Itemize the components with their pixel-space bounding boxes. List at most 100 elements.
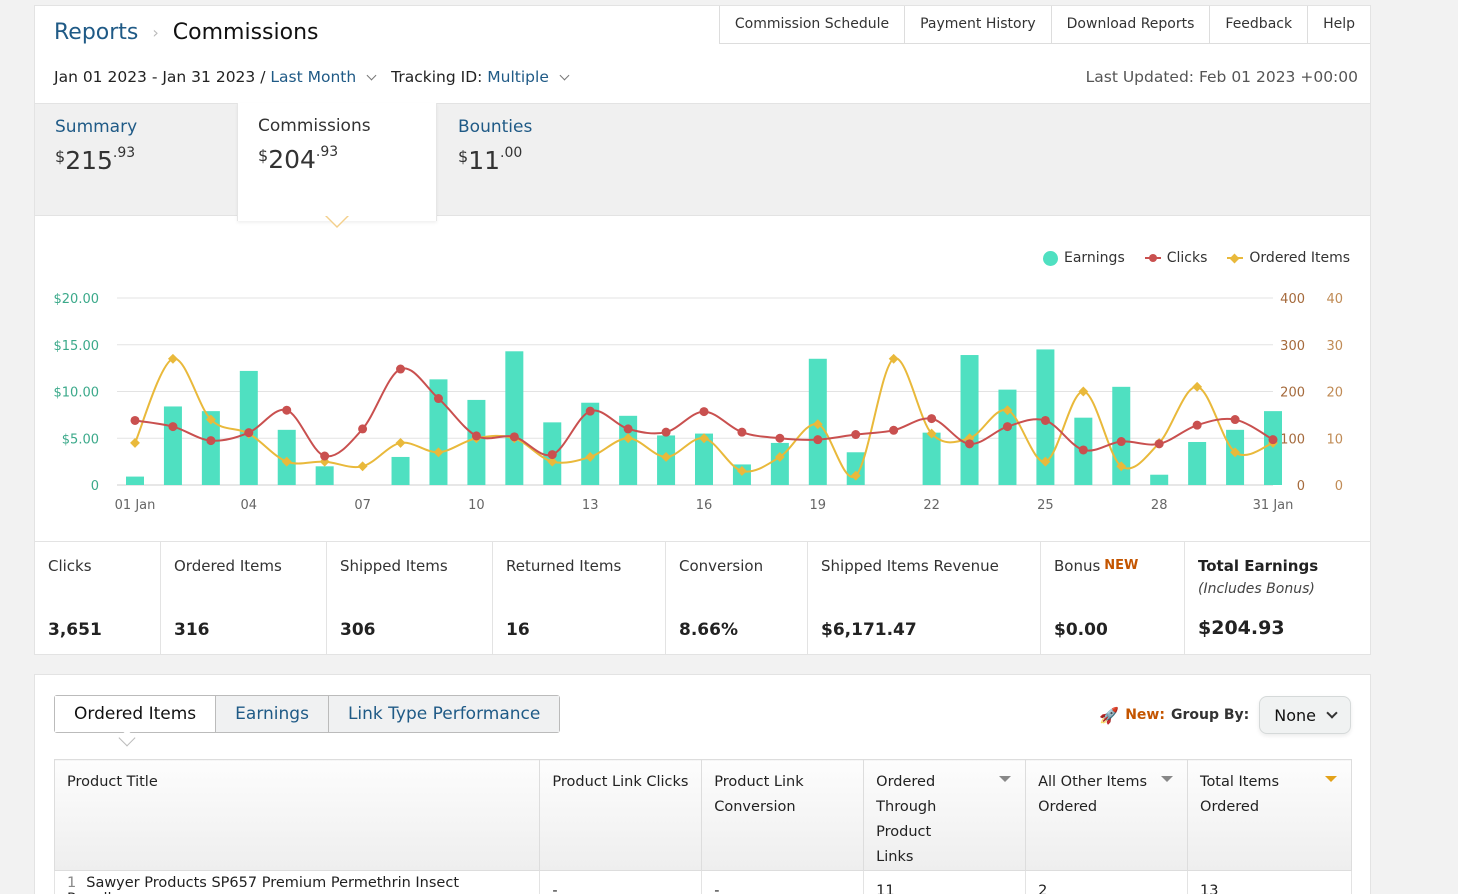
clicks-point [509, 432, 519, 442]
cell-product-link-conversion: - [701, 870, 865, 894]
breadcrumb: Reports › Commissions [54, 20, 319, 45]
earnings-bar [315, 466, 334, 485]
help-link[interactable]: Help [1323, 16, 1355, 32]
clicks-point [661, 427, 671, 437]
clicks-point [358, 424, 368, 434]
earnings-bar [960, 355, 979, 485]
metric-shipped-items-label: Shipped Items [340, 557, 448, 575]
earnings-bar [391, 456, 410, 485]
tracking-id-dropdown[interactable]: Multiple [487, 68, 549, 86]
ordered-items-point [1192, 381, 1203, 392]
tab-bounties[interactable]: Bounties $11.00 [438, 104, 638, 217]
ordered-items-point [1002, 405, 1013, 416]
chevron-down-icon[interactable] [366, 70, 377, 80]
metric-total-earnings-label: Total Earnings [1198, 557, 1319, 575]
earnings-bar [239, 370, 258, 485]
metric-shipped-revenue-value: $6,171.47 [821, 620, 917, 640]
y-axis-items-tick: 30 [1326, 339, 1343, 354]
rocket-icon: 🚀 [1099, 705, 1120, 725]
x-axis-tick: 31 Jan [1253, 498, 1294, 513]
earnings-bar [163, 406, 182, 485]
date-range-dropdown[interactable]: Last Month [270, 68, 357, 86]
clicks-point [206, 436, 216, 446]
tab-commissions[interactable]: Commissions $204.93 [237, 103, 437, 221]
metric-total-earnings: Total Earnings (Includes Bonus) $204.93 [1185, 542, 1370, 655]
report-type-tabs: Ordered Items Earnings Link Type Perform… [54, 695, 561, 733]
tracking-id-label: Tracking ID: [391, 68, 483, 86]
x-axis-tick: 01 Jan [115, 498, 156, 513]
tab-earnings[interactable]: Earnings [215, 696, 328, 732]
chevron-down-icon[interactable] [559, 70, 570, 80]
metrics-row: Clicks 3,651 Ordered Items 316 Shipped I… [35, 541, 1370, 655]
clicks-point [396, 364, 406, 374]
metric-shipped-revenue: Shipped Items Revenue $6,171.47 [808, 542, 1041, 655]
ordered-items-point [623, 433, 634, 444]
y-axis-clicks-tick: 200 [1280, 386, 1305, 401]
legend-clicks[interactable]: Clicks [1144, 250, 1207, 266]
y-axis-items-tick: 40 [1326, 292, 1343, 307]
clicks-point [471, 431, 481, 441]
metric-total-earnings-value: $204.93 [1198, 617, 1285, 639]
col-product-link-conversion[interactable]: Product Link Conversion [701, 759, 865, 871]
sort-caret-icon[interactable] [1161, 776, 1174, 782]
active-tab-pointer-inner [327, 216, 347, 226]
cell-ordered-through-links: 11 [863, 870, 1027, 894]
tab-bounties-value: $11.00 [458, 145, 523, 175]
report-table-card: Ordered Items Earnings Link Type Perform… [34, 674, 1371, 894]
clicks-point [320, 451, 330, 461]
product-title-link[interactable]: Sawyer Products SP657 Premium Permethrin… [67, 874, 460, 894]
clicks-point [130, 415, 140, 425]
table-header-row: Product Title Product Link Clicks Produc… [53, 759, 1352, 871]
col-product-title[interactable]: Product Title [53, 759, 541, 871]
filter-row: Jan 01 2023 - Jan 31 2023 / Last Month T… [54, 68, 584, 86]
col-product-link-clicks[interactable]: Product Link Clicks [539, 759, 703, 871]
download-reports-link[interactable]: Download Reports [1052, 6, 1211, 43]
y-axis-clicks-tick: 300 [1280, 339, 1305, 354]
earnings-bar [770, 442, 789, 485]
y-axis-earnings-tick: $5.00 [62, 432, 99, 447]
col-ordered-through-links[interactable]: Ordered Through Product Links [863, 759, 1027, 871]
earnings-bar [201, 411, 220, 485]
group-by-label: Group By: [1170, 707, 1250, 723]
col-all-other-items[interactable]: All Other Items Ordered [1025, 759, 1189, 871]
group-by-select[interactable]: None [1259, 696, 1351, 734]
sort-caret-active-icon[interactable] [1325, 776, 1337, 782]
legend-ordered-items[interactable]: Ordered Items [1227, 250, 1350, 266]
clicks-point [1002, 422, 1012, 432]
ordered-items-point [357, 461, 368, 472]
clicks-point [851, 430, 861, 440]
x-axis-tick: 28 [1151, 498, 1168, 513]
table-row: 1 Sawyer Products SP657 Premium Permethri… [53, 870, 1352, 894]
metric-clicks: Clicks 3,651 [35, 542, 161, 655]
y-axis-earnings-tick: $10.00 [54, 386, 100, 401]
metric-clicks-value: 3,651 [48, 620, 102, 640]
metric-bonus-label: Bonus NEW [1054, 557, 1139, 575]
earnings-bar [619, 415, 638, 485]
commissions-report-card: Reports › Commissions Commission Schedul… [34, 5, 1371, 655]
tab-ordered-items[interactable]: Ordered Items [55, 696, 216, 732]
breadcrumb-reports-link[interactable]: Reports [54, 20, 139, 45]
metric-conversion-label: Conversion [679, 557, 764, 575]
sort-caret-icon[interactable] [999, 776, 1012, 782]
ordered-items-point [1078, 386, 1089, 397]
tab-link-type-performance[interactable]: Link Type Performance [327, 696, 560, 732]
earnings-bar [126, 476, 144, 485]
chart-svg: $20.00$15.00$10.00$5.0004003002001000403… [54, 292, 1344, 513]
ordered-items-point [205, 414, 216, 425]
clicks-point [585, 406, 595, 416]
commission-schedule-link[interactable]: Commission Schedule [720, 6, 906, 43]
page-title: Commissions [172, 20, 319, 45]
earnings-bar [1150, 474, 1169, 485]
col-total-items-ordered[interactable]: Total Items Ordered [1187, 759, 1352, 871]
legend-earnings[interactable]: Earnings [1042, 250, 1125, 266]
tab-summary[interactable]: Summary $215.93 [35, 104, 235, 217]
payment-history-link[interactable]: Payment History [905, 6, 1052, 43]
feedback-link[interactable]: Feedback [1210, 6, 1309, 43]
group-by-new-label: New: [1125, 707, 1165, 723]
clicks-point [1116, 437, 1126, 447]
ordered-items-point [1116, 461, 1127, 472]
tab-summary-value: $215.93 [55, 145, 136, 175]
legend-earnings-swatch [1042, 250, 1058, 266]
metric-conversion: Conversion 8.66% [666, 542, 808, 655]
tab-bounties-label: Bounties [458, 117, 533, 137]
